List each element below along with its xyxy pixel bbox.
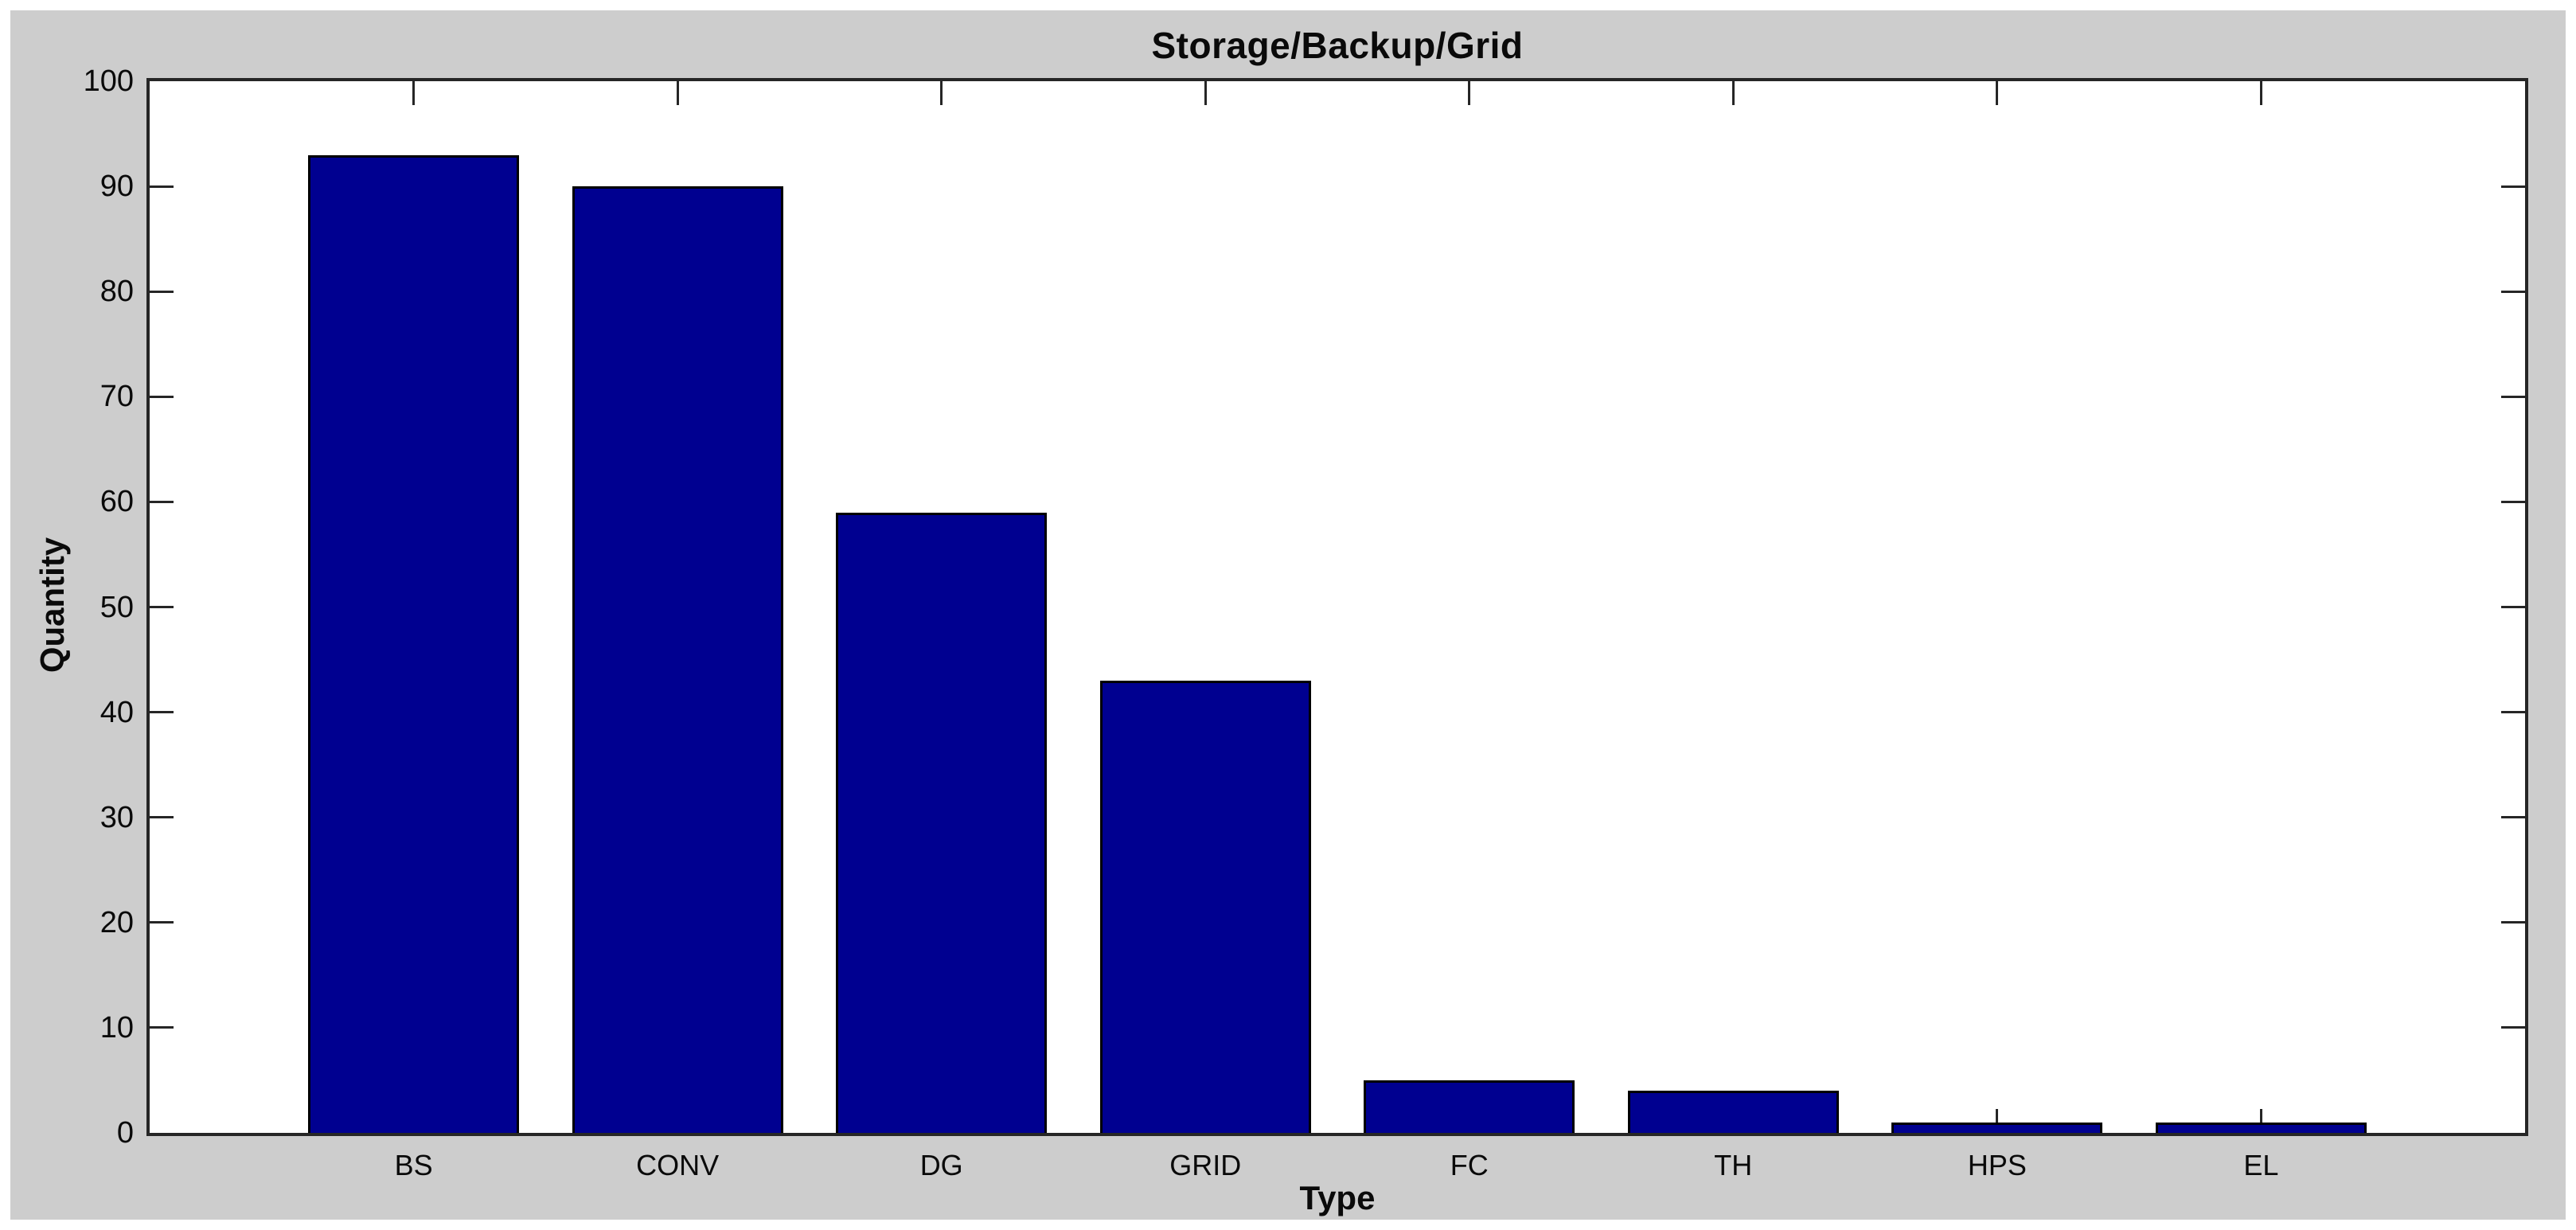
x-axis-tick-top bbox=[1204, 81, 1207, 105]
bar bbox=[836, 512, 1048, 1133]
x-tick-label: BS bbox=[394, 1149, 433, 1181]
y-axis-tick-left bbox=[150, 711, 174, 714]
y-axis-tick-left bbox=[150, 606, 174, 608]
x-axis-tick-top bbox=[1996, 81, 1999, 105]
bar bbox=[1627, 1091, 1839, 1133]
chart-title: Storage/Backup/Grid bbox=[1151, 25, 1524, 66]
y-axis-tick-left bbox=[150, 921, 174, 924]
y-tick-label: 100 bbox=[83, 64, 134, 98]
y-axis-tick-right bbox=[2501, 921, 2525, 924]
x-axis-tick-bottom bbox=[2259, 1109, 2262, 1133]
x-tick-label: HPS bbox=[1967, 1149, 2027, 1181]
y-tick-label: 70 bbox=[100, 380, 134, 414]
x-tick-label: FC bbox=[1450, 1149, 1489, 1181]
y-axis-label: Quantity bbox=[33, 537, 71, 674]
y-axis-tick-right bbox=[2501, 290, 2525, 293]
plot-area bbox=[146, 78, 2528, 1136]
x-axis-tick-bottom bbox=[1996, 1109, 1999, 1133]
y-axis-tick-right bbox=[2501, 1026, 2525, 1029]
y-axis-tick-right bbox=[2501, 606, 2525, 608]
y-tick-label: 80 bbox=[100, 275, 134, 309]
y-axis-tick-left bbox=[150, 500, 174, 503]
x-tick-label: EL bbox=[2243, 1149, 2279, 1181]
y-tick-label: 90 bbox=[100, 170, 134, 204]
x-tick-label: TH bbox=[1714, 1149, 1753, 1181]
y-axis-tick-right bbox=[2501, 185, 2525, 188]
y-axis-tick-left bbox=[150, 185, 174, 188]
y-tick-label: 50 bbox=[100, 590, 134, 624]
x-tick-label: GRID bbox=[1169, 1149, 1242, 1181]
y-axis-tick-right bbox=[2501, 500, 2525, 503]
y-axis-tick-right bbox=[2501, 816, 2525, 819]
y-tick-label: 40 bbox=[100, 695, 134, 729]
y-tick-label: 10 bbox=[100, 1010, 134, 1045]
x-axis-tick-top bbox=[1731, 81, 1735, 105]
bar bbox=[307, 154, 520, 1133]
bar bbox=[1364, 1080, 1575, 1133]
y-tick-label: 20 bbox=[100, 905, 134, 939]
y-tick-label: 0 bbox=[116, 1116, 134, 1150]
y-axis-tick-left bbox=[150, 1026, 174, 1029]
y-axis-tick-left bbox=[150, 395, 174, 398]
x-axis-tick-top bbox=[2259, 81, 2262, 105]
y-axis-tick-left bbox=[150, 816, 174, 819]
x-axis-label: Type bbox=[1299, 1179, 1376, 1216]
y-axis-tick-right bbox=[2501, 395, 2525, 398]
y-tick-label: 30 bbox=[100, 800, 134, 834]
x-axis-tick-top bbox=[1468, 81, 1471, 105]
x-tick-label: DG bbox=[919, 1149, 963, 1181]
x-axis-tick-top bbox=[676, 81, 679, 105]
bar bbox=[2155, 1122, 2367, 1133]
bar bbox=[1891, 1122, 2103, 1133]
bar bbox=[572, 186, 783, 1133]
y-axis-tick-left bbox=[150, 290, 174, 293]
y-tick-label: 60 bbox=[100, 485, 134, 519]
y-axis-tick-right bbox=[2501, 711, 2525, 714]
x-axis-tick-top bbox=[412, 81, 416, 105]
x-axis-tick-top bbox=[940, 81, 943, 105]
bar bbox=[1099, 681, 1311, 1133]
x-tick-label: CONV bbox=[636, 1149, 720, 1181]
